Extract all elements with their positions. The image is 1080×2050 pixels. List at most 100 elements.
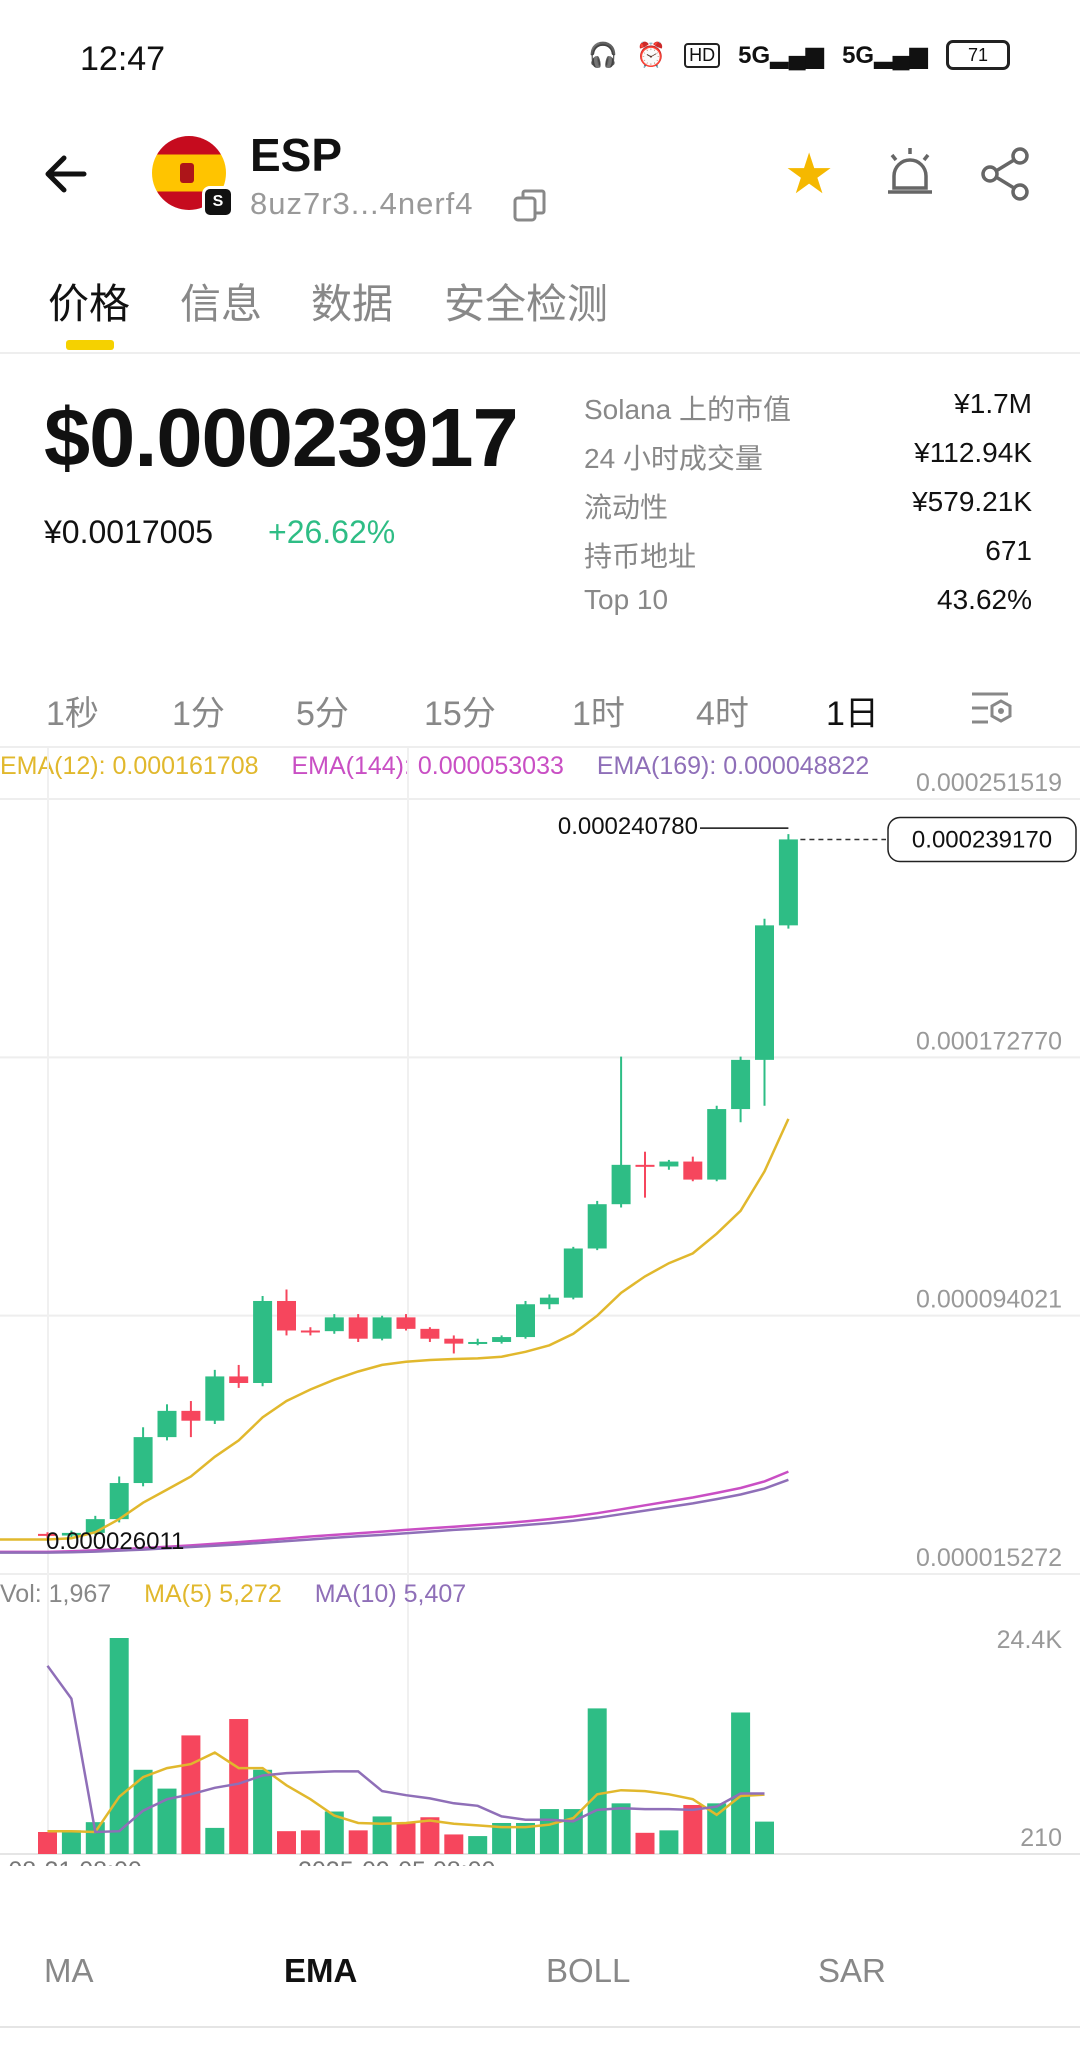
- stat-label: 流动性: [584, 492, 669, 523]
- volume-bar: [563, 1809, 583, 1854]
- stat-row-liquidity: 流动性 ¥579.21K: [584, 486, 1032, 535]
- price-axis-tick: 0.000172770: [916, 1027, 1062, 1055]
- status-icons: 🎧 ⏰ HD 5G▂▄▆ 5G▂▄▆ 71: [588, 40, 1010, 70]
- candle-body: [539, 1297, 559, 1305]
- tab-active-indicator: [66, 340, 114, 350]
- candle-body: [396, 1317, 416, 1329]
- indicator-ema[interactable]: EMA: [284, 1952, 358, 1989]
- hd-icon: HD: [684, 42, 721, 68]
- candle-body: [181, 1410, 201, 1421]
- copy-icon[interactable]: [512, 188, 548, 224]
- stat-row-market-cap: Solana 上的市值 ¥1.7M: [584, 388, 1032, 437]
- volume-bar: [372, 1816, 392, 1854]
- candle-body: [38, 1533, 57, 1536]
- indicator-selector: MA EMA BOLL SAR: [0, 1940, 1080, 2020]
- network-label-1: 5G: [738, 41, 771, 69]
- candle-body: [324, 1317, 344, 1332]
- status-bar: 12:47 🎧 ⏰ HD 5G▂▄▆ 5G▂▄▆ 71: [0, 0, 1080, 120]
- token-symbol: ESP: [250, 129, 343, 181]
- volume-axis-tick: 210: [1020, 1824, 1062, 1852]
- headphones-icon: 🎧: [588, 41, 619, 69]
- volume-bar: [659, 1830, 679, 1854]
- candle-body: [635, 1164, 655, 1167]
- volume-bar: [420, 1817, 440, 1854]
- stat-value: ¥579.21K: [912, 486, 1032, 517]
- bottom-divider: [0, 2026, 1080, 2028]
- candle-body: [372, 1317, 392, 1339]
- candle-body: [778, 839, 798, 926]
- interval-15m[interactable]: 15分: [424, 695, 496, 733]
- current-price-label: 0.000239170: [912, 827, 1052, 854]
- stat-row-holders: 持币地址 671: [584, 535, 1032, 584]
- price-axis-tick: 0.000015272: [916, 1544, 1062, 1572]
- stat-label: 持币地址: [584, 541, 697, 572]
- solana-chain-badge: S: [202, 186, 234, 218]
- candlestick-chart[interactable]: 0.000251519 0.000172770 0.000094021 0.00001…: [0, 748, 1080, 1866]
- x-axis-date-label: 2025-09-05 08:00: [298, 1857, 495, 1866]
- ema169-legend: EMA(169): 0.000048822: [596, 752, 870, 780]
- interval-1m[interactable]: 1分: [172, 695, 225, 733]
- interval-5m[interactable]: 5分: [296, 695, 349, 733]
- price-alert-icon[interactable]: [880, 144, 940, 204]
- share-icon[interactable]: [976, 144, 1036, 204]
- stat-value: 43.62%: [937, 584, 1032, 615]
- volume-bar: [755, 1821, 774, 1854]
- tab-price[interactable]: 价格: [48, 281, 130, 327]
- candle-body: [755, 925, 774, 1060]
- volume-bar: [396, 1822, 416, 1854]
- volume-bar: [61, 1830, 81, 1854]
- indicator-boll[interactable]: BOLL: [546, 1952, 631, 1989]
- volume-bar: [277, 1831, 296, 1854]
- candle-body: [253, 1300, 273, 1383]
- interval-selector: 1秒 1分 5分 15分 1时 4时 1日: [0, 680, 1080, 736]
- volume-bar: [468, 1836, 488, 1854]
- candle-body: [157, 1410, 177, 1438]
- price-usd: $0.00023917: [44, 391, 519, 484]
- candle-body: [611, 1164, 631, 1205]
- ema144-line: [0, 1470, 789, 1554]
- interval-1s[interactable]: 1秒: [46, 695, 99, 733]
- tab-data[interactable]: 数据: [311, 281, 393, 327]
- indicator-ma[interactable]: MA: [44, 1952, 94, 1989]
- volume-bar: [539, 1809, 559, 1854]
- candle-body: [348, 1317, 368, 1339]
- stat-label: 24 小时成交量: [584, 443, 763, 474]
- ema12-legend: EMA(12): 0.000161708: [0, 752, 259, 780]
- price-axis-tick: 0.000251519: [916, 769, 1062, 797]
- ema169-line: [0, 1478, 789, 1554]
- volume-bar: [492, 1822, 512, 1854]
- volume-bar: [157, 1788, 177, 1854]
- back-button[interactable]: [38, 146, 94, 202]
- price-change-percent: +26.62%: [268, 514, 396, 550]
- favorite-star-icon[interactable]: ★: [784, 142, 835, 205]
- chart-settings-icon[interactable]: [968, 684, 1016, 732]
- volume-bar: [229, 1719, 249, 1854]
- volume-bar: [253, 1769, 273, 1854]
- tab-info[interactable]: 信息: [180, 281, 262, 327]
- volume-axis-tick: 24.4K: [997, 1626, 1063, 1654]
- high-price-label: 0.000240780: [558, 813, 698, 840]
- network-label-2: 5G: [842, 41, 875, 69]
- status-time: 12:47: [80, 40, 166, 78]
- flag-emblem: [180, 163, 194, 183]
- stat-row-top10: Top 10 43.62%: [584, 584, 1032, 633]
- volume-bar: [348, 1830, 368, 1854]
- volume-bar: [205, 1827, 225, 1854]
- interval-1h[interactable]: 1时: [572, 695, 625, 733]
- token-address: 8uz7r3...4nerf4: [250, 186, 474, 221]
- candle-body: [516, 1304, 535, 1338]
- volume-bar: [85, 1822, 105, 1854]
- candle-body: [683, 1161, 703, 1180]
- tab-security-check[interactable]: 安全检测: [444, 281, 608, 327]
- candle-body: [468, 1341, 488, 1344]
- volume-bar: [444, 1834, 464, 1854]
- interval-1d[interactable]: 1日: [826, 695, 879, 733]
- candle-body: [133, 1437, 153, 1484]
- stat-label: Solana 上的市值: [584, 394, 791, 425]
- detail-tabs: 价格 信息 数据 安全检测: [0, 258, 1080, 354]
- interval-4h[interactable]: 4时: [696, 695, 749, 733]
- candle-body: [229, 1376, 249, 1383]
- indicator-sar[interactable]: SAR: [818, 1952, 886, 1989]
- candle-body: [731, 1059, 751, 1110]
- stat-value: 671: [985, 535, 1032, 566]
